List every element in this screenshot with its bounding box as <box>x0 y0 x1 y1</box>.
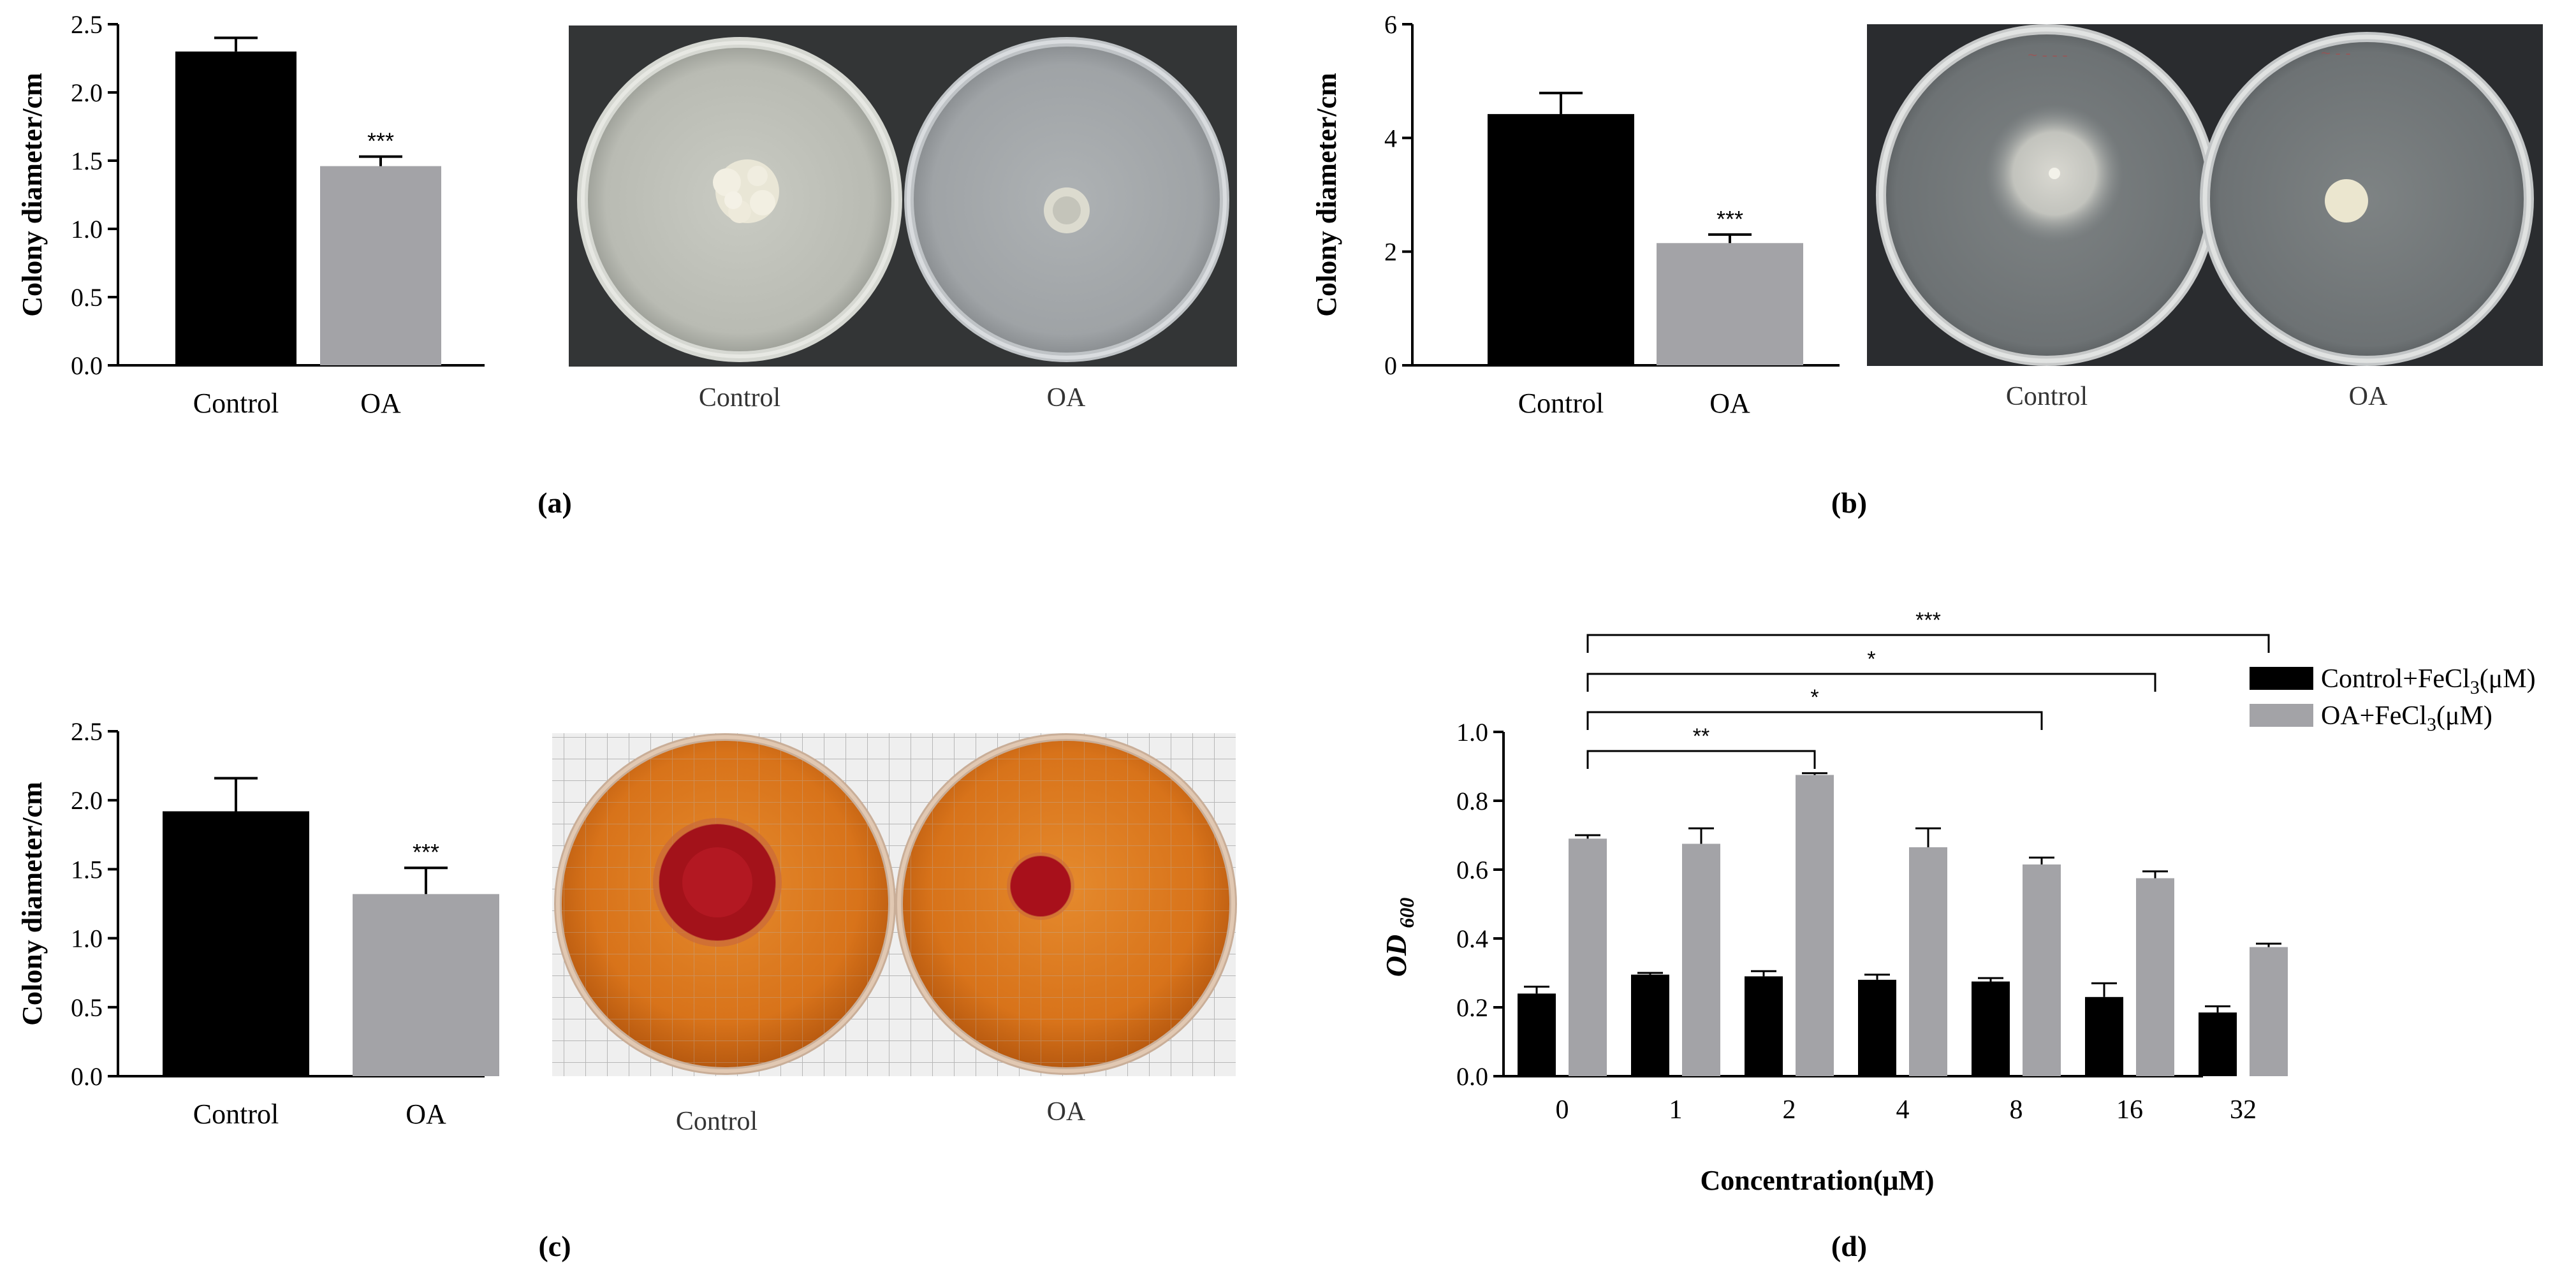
plate-caption-control-c: Control <box>675 1107 758 1136</box>
y-tick-label: 2.0 <box>71 78 103 107</box>
plate-caption-oa-c: OA <box>1046 1097 1086 1127</box>
legend-item-control-swatch <box>2250 667 2313 690</box>
significance-label: *** <box>413 839 439 865</box>
y-tick-label: 2.5 <box>71 717 103 746</box>
y-tick-label: 0.0 <box>71 351 103 380</box>
x-tick-label: Control <box>193 388 279 419</box>
x-tick-label: 2 <box>1783 1095 1796 1125</box>
bar-oa <box>353 894 499 1076</box>
plate-caption-control-b: Control <box>2005 382 2088 411</box>
x-tick-label: 16 <box>2116 1095 2143 1125</box>
x-tick-label: OA <box>1709 388 1750 419</box>
bar-control <box>175 51 296 366</box>
y-axis-label: Colony diameter/cm <box>1311 73 1342 316</box>
significance-bracket <box>1586 673 2156 692</box>
x-tick-label: 1 <box>1669 1095 1683 1125</box>
y-tick-label: 0.8 <box>1456 787 1488 815</box>
colony-control-a <box>713 159 779 223</box>
y-tick-label: 1.0 <box>1456 718 1488 747</box>
svg-text:~ - -: ~ - - <box>2321 43 2351 62</box>
x-tick-label: 0 <box>1556 1095 1569 1125</box>
panel-label-a: (a) <box>538 486 572 519</box>
y-tick-label: 1.5 <box>71 147 103 175</box>
plate-photo-b: ~ - - - ~ - - <box>1867 24 2543 366</box>
x-tick-label: 8 <box>2010 1095 2023 1125</box>
significance-label: ** <box>1693 724 1709 748</box>
colony-control-c <box>653 818 782 947</box>
bar-oa-feCl3 <box>2136 878 2174 1076</box>
x-tick-label: Control <box>1518 388 1604 419</box>
x-tick-label: Control <box>193 1098 279 1130</box>
y-tick-label: 0.0 <box>71 1062 103 1091</box>
x-tick-label: 32 <box>2230 1095 2257 1125</box>
bar-control-feCl3 <box>1631 974 1669 1076</box>
significance-label: *** <box>367 128 394 154</box>
y-tick-label: 2.5 <box>71 10 103 39</box>
chart-b: 0 2 4 6 Colony diameter/cm Control *** OA <box>1311 10 1840 419</box>
y-tick-label: 6 <box>1384 10 1397 39</box>
significance-bracket <box>1586 750 1816 769</box>
y-tick-label: 0.2 <box>1456 993 1488 1022</box>
bar-oa <box>320 166 441 365</box>
legend-item-oa-label: OA+FeCl3(μM) <box>2321 701 2492 735</box>
bar-oa-feCl3 <box>2250 947 2288 1076</box>
bar-oa <box>1657 243 1803 365</box>
y-tick-label: 1.5 <box>71 855 103 884</box>
y-tick-label: 0 <box>1384 351 1397 380</box>
x-tick-label: 4 <box>1896 1095 1910 1125</box>
significance-bracket <box>1586 634 2270 653</box>
y-axis-label: Colony diameter/cm <box>17 73 48 316</box>
colony-oa-b <box>2325 179 2368 223</box>
legend-item-oa-swatch <box>2250 704 2313 727</box>
x-tick-label: OA <box>360 388 401 419</box>
bar-oa-feCl3 <box>1909 847 1947 1076</box>
y-tick-label: 0.4 <box>1456 924 1488 953</box>
significance-label: *** <box>1716 206 1743 232</box>
svg-text:~ - - -: ~ - - - <box>2028 45 2068 64</box>
y-tick-label: 0.5 <box>71 993 103 1022</box>
panel-label-b: (b) <box>1831 486 1868 519</box>
chart-c: 0.0 0.5 1.0 1.5 2.0 2.5 Colony diameter/cm Cont… <box>17 717 499 1130</box>
chart-d: 0.0 0.2 0.4 0.6 0.8 1.0 OD600 Concentration(μM)… <box>1380 608 2536 1196</box>
plate-caption-oa-a: OA <box>1046 383 1086 412</box>
x-axis-label: Concentration(μM) <box>1700 1165 1934 1196</box>
y-tick-label: 0.0 <box>1456 1062 1488 1091</box>
bar-control-feCl3 <box>2199 1012 2237 1076</box>
colony-oa-c <box>1010 856 1071 917</box>
y-tick-label: 2.0 <box>71 786 103 815</box>
significance-label: *** <box>1915 608 1941 632</box>
bar-oa-feCl3 <box>1682 843 1720 1076</box>
bar-control-feCl3 <box>1972 981 2010 1076</box>
bar-control <box>1488 113 1634 365</box>
y-tick-label: 2 <box>1384 238 1397 266</box>
significance-label: * <box>1810 685 1819 710</box>
chart-a: 0.0 0.5 1.0 1.5 2.0 2.5 Colony diameter/cm Cont… <box>17 10 485 419</box>
y-tick-label: 4 <box>1384 124 1397 152</box>
legend-item-control-label: Control+FeCl3(μM) <box>2321 664 2536 698</box>
panel-label-c: (c) <box>538 1230 571 1262</box>
panel-label-d: (d) <box>1831 1230 1868 1262</box>
bar-control <box>163 811 309 1076</box>
plate-photo-c <box>552 733 1237 1076</box>
bar-control-feCl3 <box>1858 979 1896 1076</box>
bar-oa-feCl3 <box>1796 775 1834 1076</box>
bar-control-feCl3 <box>1518 993 1556 1076</box>
plate-caption-oa-b: OA <box>2348 382 2388 411</box>
significance-label: * <box>1867 647 1875 671</box>
y-tick-label: 0.6 <box>1456 856 1488 884</box>
x-tick-label: OA <box>406 1098 446 1130</box>
y-tick-label: 1.0 <box>71 215 103 244</box>
y-tick-label: 1.0 <box>71 924 103 953</box>
y-tick-label: 0.5 <box>71 283 103 312</box>
plate-caption-control-a: Control <box>698 383 781 412</box>
bar-oa-feCl3 <box>1569 838 1607 1076</box>
plate-photo-a <box>569 26 1237 367</box>
bar-control-feCl3 <box>1745 976 1783 1076</box>
significance-bracket <box>1586 711 2043 730</box>
bar-oa-feCl3 <box>2023 864 2061 1076</box>
bar-control-feCl3 <box>2085 996 2123 1076</box>
y-axis-label: OD600 <box>1380 898 1418 977</box>
y-axis-label: Colony diameter/cm <box>17 782 48 1025</box>
